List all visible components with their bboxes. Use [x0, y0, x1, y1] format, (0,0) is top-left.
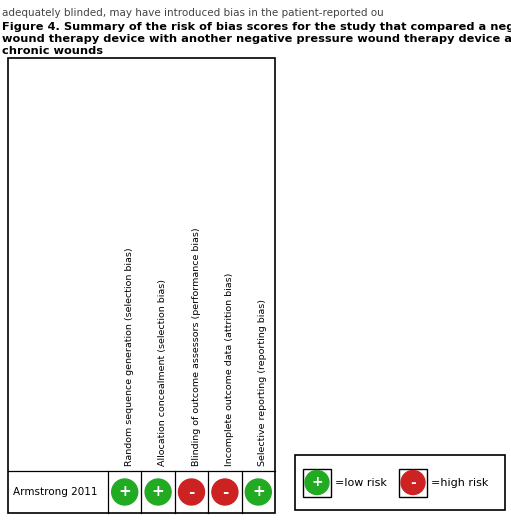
Circle shape [212, 479, 238, 505]
Text: =high risk: =high risk [431, 477, 489, 487]
Text: Selective reporting (reporting bias): Selective reporting (reporting bias) [258, 299, 267, 466]
Text: +: + [119, 484, 131, 499]
Bar [295, 455, 505, 510]
Text: adequately blinded, may have introduced bias in the patient-reported ou: adequately blinded, may have introduced … [2, 8, 384, 18]
Text: wound therapy device with another negative pressure wound therapy device among p: wound therapy device with another negati… [2, 34, 511, 44]
Text: Blinding of outcome assessors (performance bias): Blinding of outcome assessors (performan… [192, 228, 200, 466]
Text: +: + [152, 484, 165, 499]
Text: +: + [311, 475, 323, 490]
Circle shape [178, 479, 204, 505]
Bar [303, 469, 331, 496]
Text: Armstrong 2011: Armstrong 2011 [13, 487, 98, 497]
Text: Figure 4. Summary of the risk of bias scores for the study that compared a negat: Figure 4. Summary of the risk of bias sc… [2, 22, 511, 32]
Circle shape [305, 471, 329, 495]
Circle shape [401, 471, 425, 495]
Text: Incomplete outcome data (attrition bias): Incomplete outcome data (attrition bias) [225, 272, 234, 466]
Text: chronic wounds: chronic wounds [2, 46, 103, 56]
Text: Random sequence generation (selection bias): Random sequence generation (selection bi… [125, 247, 134, 466]
Text: Allocation concealment (selection bias): Allocation concealment (selection bias) [158, 279, 167, 466]
Bar [8, 58, 275, 513]
Circle shape [145, 479, 171, 505]
Text: -: - [222, 484, 228, 499]
Text: -: - [189, 484, 195, 499]
Text: =low risk: =low risk [335, 477, 387, 487]
Text: +: + [252, 484, 265, 499]
Circle shape [112, 479, 137, 505]
Text: -: - [410, 475, 416, 490]
Circle shape [245, 479, 271, 505]
Bar [399, 469, 427, 496]
